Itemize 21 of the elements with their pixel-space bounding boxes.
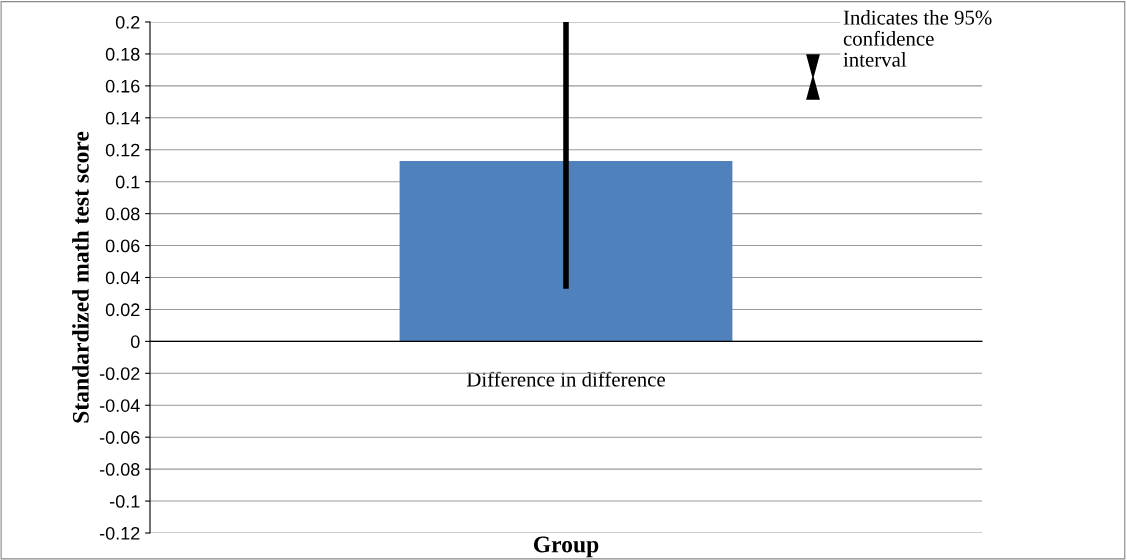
y-tick-label: 0.14 [105, 111, 140, 125]
y-tick-label: 0.12 [105, 143, 140, 157]
y-tick-label: -0.06 [99, 431, 140, 444]
y-tick-label: 0.1 [115, 175, 140, 189]
y-tick-label: 0.2 [115, 15, 140, 29]
y-tick-label: -0.08 [99, 463, 140, 476]
y-tick-label: -0.12 [99, 526, 140, 540]
y-tick-label: -0.1 [109, 495, 140, 508]
y-tick-label: 0.18 [105, 47, 140, 61]
x-axis-title: Group [533, 536, 599, 558]
x-tick-label: Difference in difference [466, 371, 665, 387]
y-tick-label: 0.06 [105, 239, 140, 253]
y-tick-label: -0.02 [99, 367, 140, 381]
y-axis-title: Standardized math test score [72, 131, 89, 423]
y-tick-label: 0.04 [105, 271, 140, 285]
y-tick-label: 0.02 [105, 303, 140, 317]
y-tick-label: 0.08 [105, 207, 140, 221]
y-tick-label: 0 [130, 335, 140, 349]
annotation: Indicates the 95% confidence interval [843, 10, 992, 67]
y-tick-label: 0.16 [105, 79, 140, 93]
y-tick-label: -0.04 [99, 399, 140, 412]
